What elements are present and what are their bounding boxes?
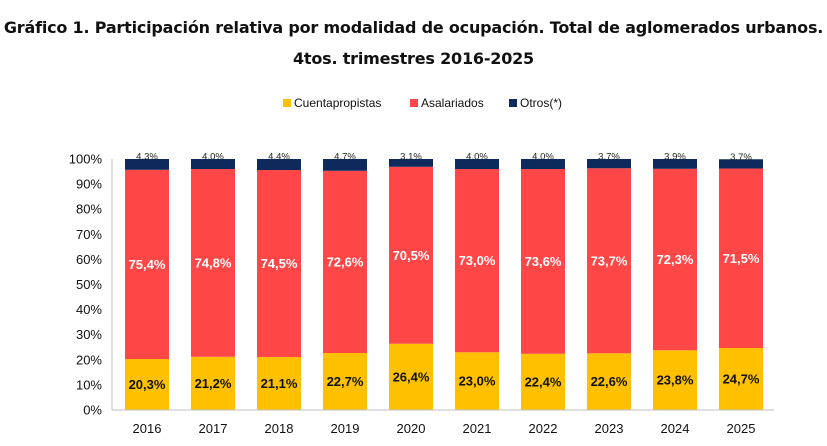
y-tick-label: 30% — [76, 327, 102, 342]
data-label-cuentapropistas: 22,4% — [525, 374, 562, 389]
bar-segment-otros — [587, 159, 631, 169]
bar-segment-asalariados — [521, 169, 565, 354]
data-label-otros: 4,0% — [532, 152, 554, 163]
bar-segment-asalariados — [191, 169, 235, 357]
data-label-otros: 4,4% — [268, 152, 290, 163]
y-tick-label: 20% — [76, 352, 102, 367]
data-label-otros: 4,0% — [466, 152, 488, 163]
bar-segment-otros — [653, 159, 697, 169]
bar-segment-otros — [125, 159, 169, 170]
data-label-asalariados: 70,5% — [393, 248, 430, 263]
legend-label-1: Cuentapropistas — [294, 96, 381, 110]
legend: Cuentapropistas Asalariados Otros(*) — [283, 96, 562, 110]
data-label-otros: 3,7% — [730, 152, 752, 163]
bar-segment-asalariados — [323, 170, 367, 354]
data-label-otros: 4,7% — [334, 152, 356, 163]
data-label-asalariados: 73,6% — [525, 254, 562, 269]
data-label-otros: 3,1% — [400, 152, 422, 163]
data-label-cuentapropistas: 21,1% — [261, 376, 298, 391]
bar-segment-asalariados — [257, 170, 301, 358]
bar-segment-otros — [257, 159, 301, 171]
x-tick-label: 2024 — [661, 421, 690, 436]
data-label-cuentapropistas: 24,7% — [723, 372, 760, 387]
y-axis: 0% 10% 20% 30% 40% 50% 60% 70% 80% 90% 100% — [69, 152, 113, 418]
bar-segment-otros — [455, 159, 499, 170]
y-tick-label: 70% — [76, 227, 102, 242]
data-label-asalariados: 73,7% — [591, 253, 628, 268]
bar-segment-cuentapropistas — [191, 356, 235, 410]
bar-segment-asalariados — [125, 169, 169, 360]
bar-segment-cuentapropistas — [587, 353, 631, 410]
data-label-asalariados: 74,8% — [195, 255, 232, 270]
legend-label-2: Asalariados — [421, 96, 484, 110]
bar-segment-asalariados — [653, 168, 697, 351]
x-tick-label: 2023 — [595, 421, 624, 436]
bar-segment-otros — [191, 159, 235, 170]
x-tick-label: 2022 — [529, 421, 558, 436]
bar-segment-asalariados — [719, 168, 763, 349]
bar-segment-cuentapropistas — [521, 353, 565, 410]
y-tick-label: 60% — [76, 252, 102, 267]
bar-segment-otros — [521, 159, 565, 170]
legend-swatch-1 — [283, 99, 291, 107]
legend-swatch-2 — [410, 99, 418, 107]
y-tick-label: 10% — [76, 377, 102, 392]
data-label-asalariados: 74,5% — [261, 256, 298, 271]
y-tick-label: 40% — [76, 302, 102, 317]
y-tick-label: 0% — [83, 403, 102, 418]
bar-segment-cuentapropistas — [719, 348, 763, 410]
data-label-cuentapropistas: 23,0% — [459, 374, 496, 389]
bar-segment-cuentapropistas — [653, 350, 697, 410]
data-label-cuentapropistas: 23,8% — [657, 373, 694, 388]
legend-label-3: Otros(*) — [520, 96, 562, 110]
data-label-cuentapropistas: 20,3% — [129, 377, 166, 392]
x-tick-label: 2018 — [265, 421, 294, 436]
bar-segment-otros — [719, 159, 763, 169]
x-tick-label: 2016 — [133, 421, 162, 436]
bar-segment-cuentapropistas — [257, 357, 301, 410]
x-tick-label: 2017 — [199, 421, 228, 436]
bars: 20,3% 75,4% 4,3% 21,2% 74,8% 4,0% 21,1% 74,5% 4,… — [125, 152, 763, 410]
x-tick-label: 2020 — [397, 421, 426, 436]
data-label-otros: 4,0% — [202, 152, 224, 163]
data-label-cuentapropistas: 22,6% — [591, 374, 628, 389]
data-label-asalariados: 72,6% — [327, 254, 364, 269]
data-label-asalariados: 72,3% — [657, 252, 694, 267]
bar-segment-cuentapropistas — [455, 352, 499, 410]
bar-segment-cuentapropistas — [389, 343, 433, 410]
chart-title-line1: Gráfico 1. Participación relativa por mo… — [3, 18, 824, 37]
y-tick-label: 100% — [69, 152, 103, 167]
y-tick-label: 80% — [76, 202, 102, 217]
y-tick-label: 90% — [76, 177, 102, 192]
bar-segment-cuentapropistas — [125, 359, 169, 410]
bar-segment-cuentapropistas — [323, 353, 367, 410]
chart-title-line2: 4tos. trimestres 2016-2025 — [292, 49, 534, 68]
bar-segment-otros — [323, 159, 367, 171]
bar-segment-otros — [389, 159, 433, 167]
data-label-cuentapropistas: 26,4% — [393, 369, 430, 384]
data-label-cuentapropistas: 22,7% — [327, 374, 364, 389]
bar-segment-asalariados — [455, 169, 499, 353]
x-tick-label: 2025 — [727, 421, 756, 436]
data-label-asalariados: 71,5% — [723, 251, 760, 266]
data-label-asalariados: 73,0% — [459, 253, 496, 268]
y-tick-label: 50% — [76, 277, 102, 292]
x-tick-label: 2019 — [331, 421, 360, 436]
data-label-otros: 3,9% — [664, 152, 686, 163]
legend-swatch-3 — [509, 99, 517, 107]
bar-segment-asalariados — [587, 168, 631, 354]
bar-segment-asalariados — [389, 166, 433, 344]
x-axis: 2016 2017 2018 2019 2020 2021 2022 2023 2024 2025 — [112, 409, 774, 436]
data-label-asalariados: 75,4% — [129, 257, 166, 272]
data-label-otros: 4,3% — [136, 152, 158, 163]
data-label-cuentapropistas: 21,2% — [195, 376, 232, 391]
data-label-otros: 3,7% — [598, 152, 620, 163]
x-tick-label: 2021 — [463, 421, 492, 436]
